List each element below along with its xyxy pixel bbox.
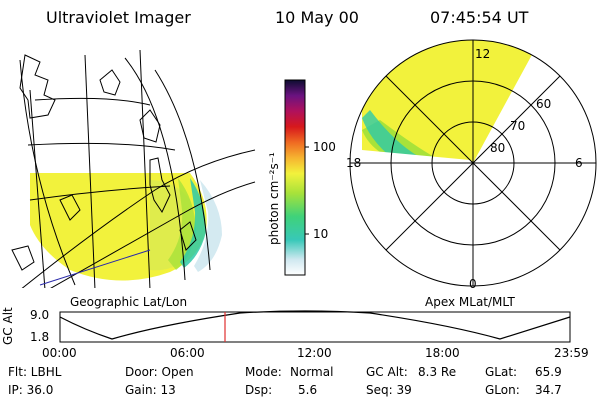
mode-label: Mode:	[245, 365, 282, 379]
instrument-title: Ultraviolet Imager	[46, 8, 191, 27]
polar-plot	[349, 39, 597, 287]
altitude-ymin: 1.8	[30, 330, 50, 344]
filter-info: Flt: LBHL	[8, 365, 62, 379]
x-tick-0600: 06:00	[170, 346, 205, 360]
mlt-label-12: 12	[475, 47, 491, 61]
x-tick-2359: 23:59	[554, 346, 589, 360]
dsp-value: 5.6	[298, 383, 318, 397]
x-tick-1200: 12:00	[297, 346, 332, 360]
lat-label-80: 80	[490, 141, 506, 155]
seq-info: Seq: 39	[366, 383, 412, 397]
door-info: Door: Open	[125, 365, 194, 379]
colorbar-tick-10: 10	[313, 227, 329, 241]
geographic-map-panel	[11, 49, 256, 288]
apex-panel-title: Apex MLat/MLT	[425, 295, 515, 309]
time-label: 07:45:54 UT	[430, 8, 529, 27]
terminator-line	[39, 249, 151, 286]
gain-info: Gain: 13	[125, 383, 176, 397]
gcalt-label: GC Alt:	[366, 365, 408, 379]
colorbar-tick-100: 100	[313, 140, 336, 154]
glat-value: 65.9	[535, 365, 562, 379]
x-tick-0000: 00:00	[42, 346, 77, 360]
dsp-label: Dsp:	[245, 383, 273, 397]
date-label: 10 May 00	[275, 8, 359, 27]
glon-label: GLon:	[485, 383, 520, 397]
colorbar-ticks	[305, 146, 309, 235]
glon-value: 34.7	[535, 383, 562, 397]
altitude-axis-label: GC Alt	[1, 307, 15, 345]
geographic-panel-title: Geographic Lat/Lon	[70, 295, 188, 309]
altitude-plot	[59, 310, 571, 343]
gcalt-value: 8.3 Re	[418, 365, 457, 379]
mlt-label-0: 0	[469, 277, 477, 291]
mlt-label-6: 6	[575, 156, 583, 170]
colorbar	[284, 79, 306, 276]
lat-lon-grid	[19, 49, 256, 288]
mode-value: Normal	[290, 365, 334, 379]
coastlines	[11, 54, 197, 271]
altitude-ymax: 9.0	[30, 308, 50, 322]
glat-label: GLat:	[485, 365, 518, 379]
colorbar-unit-label: photon cm⁻²s⁻¹	[267, 152, 281, 245]
ip-info: IP: 36.0	[8, 383, 54, 397]
x-tick-1800: 18:00	[425, 346, 460, 360]
lat-label-60: 60	[536, 97, 552, 111]
mlt-label-18: 18	[346, 156, 362, 170]
lat-label-70: 70	[510, 119, 526, 133]
